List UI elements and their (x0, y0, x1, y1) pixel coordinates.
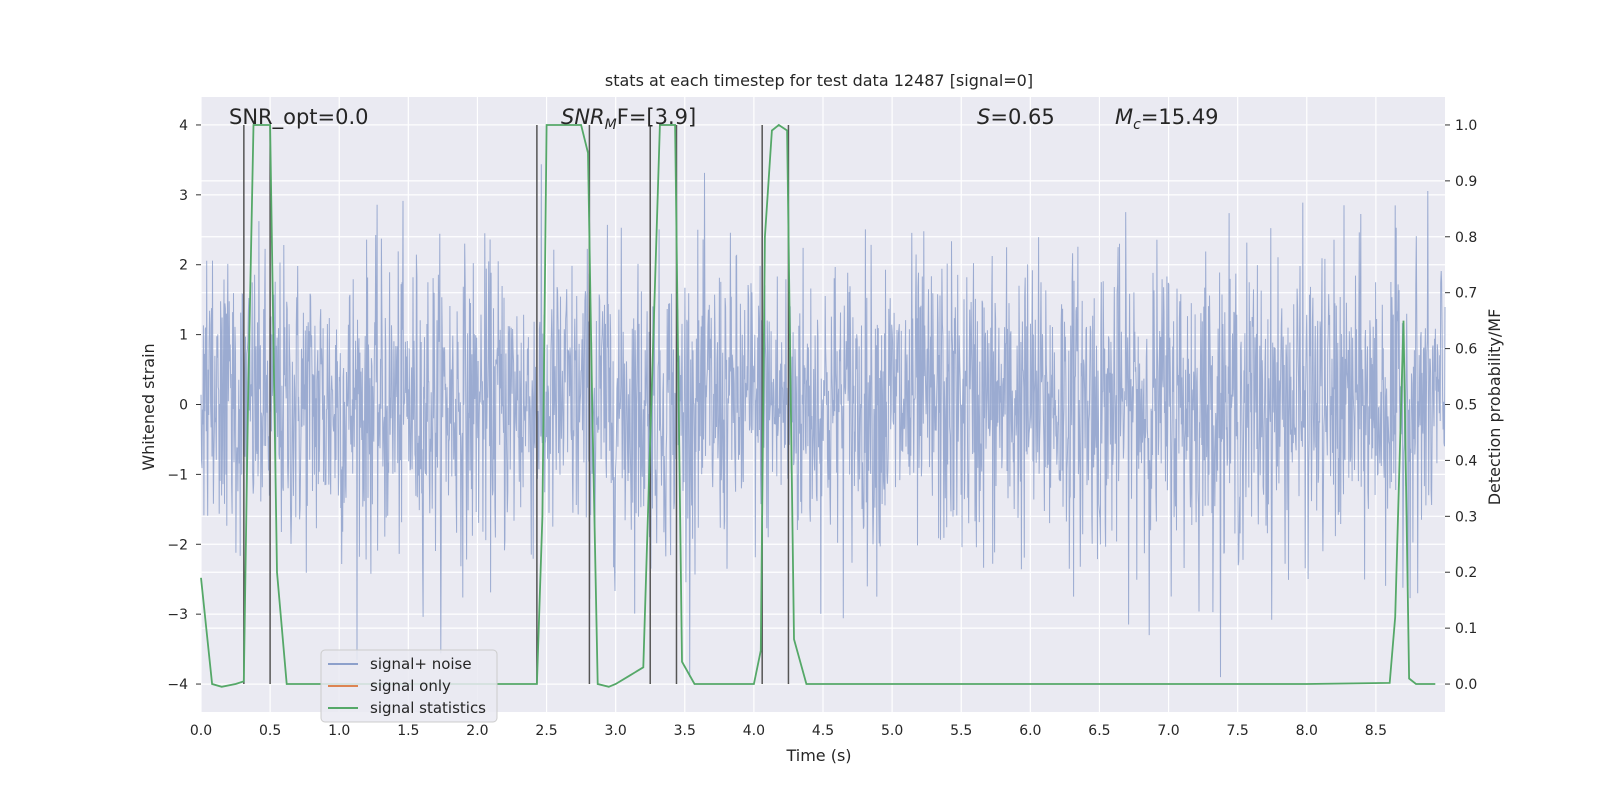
y-right-tick-label: 0.5 (1455, 398, 1477, 414)
y-left-tick-label: 1 (179, 328, 188, 344)
x-tick-label: 6.0 (1019, 723, 1041, 739)
y-left-tick-label: 2 (179, 258, 188, 274)
x-tick-label: 1.0 (328, 723, 350, 739)
y-right-tick-label: 0.0 (1455, 677, 1477, 693)
legend-label-signal-only: signal only (370, 677, 451, 695)
annotation-mc-label: M (1115, 105, 1133, 129)
y-right-tick-label: 0.4 (1455, 453, 1477, 469)
annotation-snr-mf-label: SNR (561, 105, 605, 129)
x-tick-label: 8.0 (1296, 723, 1318, 739)
noise-trace (200, 164, 1446, 678)
x-tick-label: 4.0 (743, 723, 765, 739)
y-right-tick-label: 0.3 (1455, 509, 1477, 525)
y-right-tick-label: 1.0 (1455, 118, 1477, 134)
y-left-tick-label: −4 (167, 677, 188, 693)
x-tick-label: 6.5 (1088, 723, 1110, 739)
y-left-tick-label: 4 (179, 118, 188, 134)
x-tick-label: 3.5 (674, 723, 696, 739)
x-tick-label: 0.5 (259, 723, 281, 739)
annotation-s: S=0.65 (977, 105, 1055, 129)
x-tick-label: 3.0 (605, 723, 627, 739)
x-tick-label: 5.0 (881, 723, 903, 739)
y-right-tick-label: 0.9 (1455, 174, 1477, 190)
y-axis-right-label: Detection probability/MF (1485, 309, 1504, 506)
annotation-snr-mf-sub: M (605, 117, 617, 133)
x-axis-label: Time (s) (785, 746, 851, 765)
annotation-s-value: =0.65 (990, 105, 1054, 129)
y-left-tick-label: 3 (179, 188, 188, 204)
x-tick-label: 1.5 (397, 723, 419, 739)
y-right-tick-label: 0.2 (1455, 565, 1477, 581)
signal-statistics-line (200, 123, 1436, 688)
annotation-mc: Mc=15.49 (1115, 105, 1219, 133)
legend-label-signal-statistics: signal statistics (370, 699, 486, 717)
legend-box (320, 649, 498, 723)
legend-label-signal-noise: signal+ noise (370, 655, 472, 673)
y-axis-left-label: Whitened strain (139, 343, 158, 470)
x-tick-label: 7.5 (1227, 723, 1249, 739)
x-tick-label: 2.0 (466, 723, 488, 739)
annotation-snr-opt: SNR_opt=0.0 (229, 105, 369, 130)
x-tick-label: 5.5 (950, 723, 972, 739)
annotation-snr-mf-rest: F=[3.9] (617, 105, 696, 129)
legend: signal+ noise signal only signal statist… (320, 649, 498, 723)
y-left-tick-label: −3 (167, 607, 188, 623)
y-right-tick-label: 0.8 (1455, 230, 1477, 246)
y-left-tick-label: −1 (167, 467, 188, 483)
series-signal-noise (200, 164, 1446, 678)
y-right-tick-label: 0.7 (1455, 286, 1477, 302)
y-right-tick-label: 0.6 (1455, 342, 1477, 358)
axis-ticks: 0.0 0.5 1.0 1.5 2.0 2.5 3.0 3.5 4.0 4.5 5.0 5.5 6.0 6… (167, 118, 1477, 739)
y-left-tick-label: −2 (167, 537, 188, 553)
y-right-tick-label: 0.1 (1455, 621, 1477, 637)
x-tick-label: 0.0 (190, 723, 212, 739)
x-tick-label: 2.5 (535, 723, 557, 739)
annotation-mc-value: =15.49 (1141, 105, 1219, 129)
annotation-snr-mf: SNRMF=[3.9] (561, 105, 696, 133)
annotation-s-label: S (977, 105, 990, 129)
x-tick-label: 8.5 (1365, 723, 1387, 739)
annotation-mc-sub: c (1133, 117, 1141, 133)
x-tick-label: 4.5 (812, 723, 834, 739)
y-left-tick-label: 0 (179, 398, 188, 414)
x-tick-label: 7.0 (1157, 723, 1179, 739)
chart-title: stats at each timestep for test data 124… (605, 71, 1033, 90)
series-signal-statistics (200, 123, 1436, 688)
